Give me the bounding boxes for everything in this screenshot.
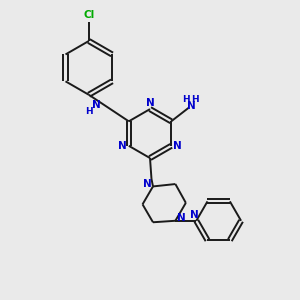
Text: N: N	[187, 100, 196, 110]
Text: Cl: Cl	[83, 10, 94, 20]
Text: N: N	[173, 141, 182, 151]
Text: N: N	[92, 100, 101, 110]
Text: N: N	[177, 213, 186, 224]
Text: H: H	[85, 106, 93, 116]
Text: H: H	[182, 95, 190, 104]
Text: N: N	[118, 141, 127, 151]
Text: N: N	[146, 98, 154, 107]
Text: N: N	[190, 210, 199, 220]
Text: H: H	[191, 95, 199, 104]
Text: N: N	[142, 179, 152, 189]
